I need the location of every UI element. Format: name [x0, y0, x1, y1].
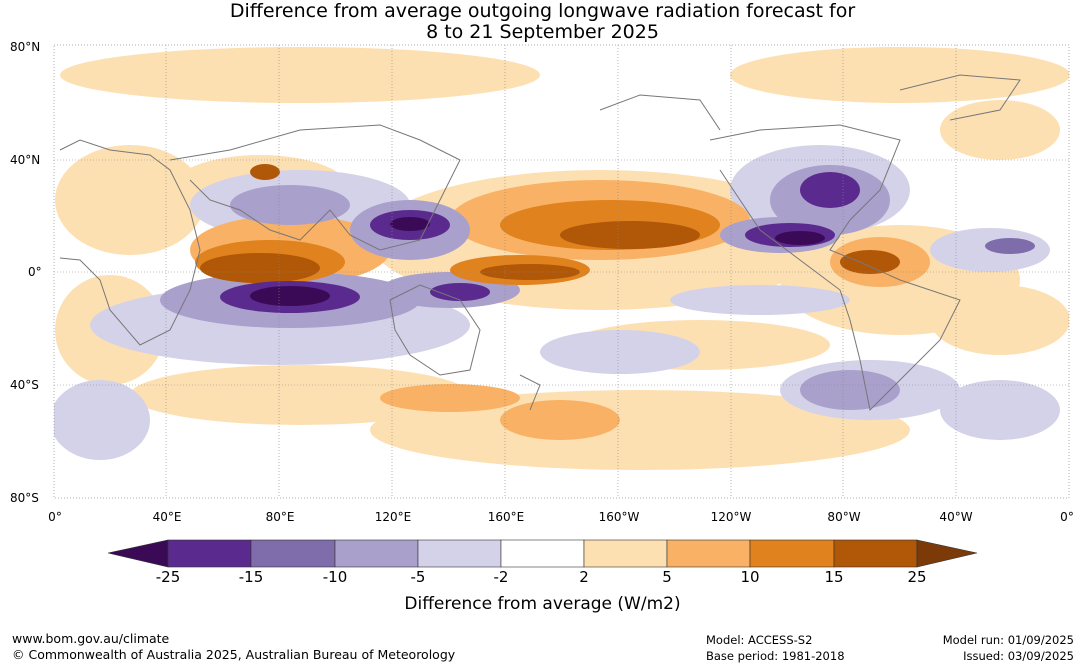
lat-label-0: 0°	[28, 265, 42, 279]
lon-label-0-left: 0°	[48, 510, 62, 524]
map-title-line2: 8 to 21 September 2025	[426, 21, 659, 43]
footer-issued: Issued: 03/09/2025	[963, 649, 1074, 663]
lat-label-80s: 80°S	[10, 491, 39, 505]
footer-copyright: © Commonwealth of Australia 2025, Austra…	[12, 647, 456, 662]
lon-label-80e: 80°E	[265, 510, 295, 524]
colorbar-tick: -2	[493, 568, 509, 586]
lat-label-40n: 40°N	[10, 153, 41, 167]
lon-label-120w: 120°W	[710, 510, 752, 524]
lon-label-160w: 160°W	[598, 510, 640, 524]
lat-label-80n: 80°N	[10, 40, 41, 54]
colorbar-tick: 25	[907, 568, 927, 586]
map-frame	[53, 44, 1070, 499]
lon-label-0-right: 0°	[1060, 510, 1074, 524]
footer-base-period: Base period: 1981-2018	[706, 649, 845, 663]
lon-label-160e: 160°E	[487, 510, 525, 524]
lon-label-40e: 40°E	[152, 510, 182, 524]
graticule	[54, 45, 1069, 498]
colorbar-tick: 15	[824, 568, 844, 586]
lat-label-40s: 40°S	[10, 378, 39, 392]
colorbar-over-triangle	[916, 539, 978, 568]
lon-label-120e: 120°E	[374, 510, 412, 524]
colorbar-title: Difference from average (W/m2)	[404, 594, 681, 614]
colorbar-tick: 10	[740, 568, 760, 586]
footer-model: Model: ACCESS-S2	[706, 633, 813, 647]
lon-label-80w: 80°W	[827, 510, 861, 524]
colorbar-tick: 5	[662, 568, 672, 586]
colorbar	[107, 539, 978, 568]
colorbar-tick: -25	[155, 568, 181, 586]
lon-label-40w: 40°W	[939, 510, 973, 524]
colorbar-tick: -5	[410, 568, 426, 586]
colorbar-tick: 2	[579, 568, 589, 586]
colorbar-under-triangle	[107, 539, 169, 568]
map-title-line1: Difference from average outgoing longwav…	[229, 0, 856, 22]
footer-url[interactable]: www.bom.gov.au/climate	[12, 631, 170, 646]
anomaly-fields	[54, 47, 1069, 470]
colorbar-tick: -15	[238, 568, 264, 586]
coastlines	[59, 74, 1021, 412]
colorbar-tick: -10	[322, 568, 348, 586]
footer-model-run: Model run: 01/09/2025	[942, 633, 1074, 647]
